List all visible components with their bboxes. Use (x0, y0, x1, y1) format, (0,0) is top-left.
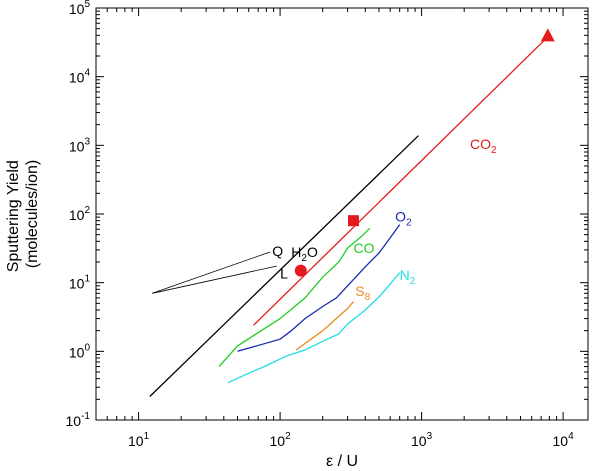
tick-labels: 101 102 103 104 10-1 100 101 102 103 104 105 (66, 0, 575, 449)
series-line-co2 (253, 34, 550, 326)
y-axis-title-line2: (molecules/ion) (24, 160, 41, 268)
y-tick-label: 104 (69, 68, 91, 86)
series-labels: H2O CO2 CO O2 S8 N2 (291, 136, 497, 303)
marker-square (347, 215, 359, 227)
y-tick-label: 105 (69, 0, 91, 17)
x-tick-label: 102 (270, 431, 292, 449)
y-tick-label: 101 (69, 274, 91, 292)
y-tick-label: 102 (69, 205, 91, 223)
x-axis-title: ε / U (326, 453, 358, 470)
marker-circle (294, 264, 307, 277)
x-tick-label: 103 (411, 431, 433, 449)
series-line-n2 (227, 272, 401, 384)
y-tick-label: 10-1 (66, 411, 91, 429)
slope-guide-label: L (280, 266, 288, 282)
series-line-s8 (295, 301, 354, 351)
x-tick-label: 101 (128, 431, 150, 449)
series-line-h2o (149, 135, 419, 397)
series-label-co2: CO2 (470, 136, 497, 156)
y-tick-label: 100 (69, 342, 91, 360)
series-label-h2o: H2O (291, 244, 318, 264)
marker-triangle (540, 28, 555, 42)
slope-guides: QL (152, 243, 288, 294)
series-line-o2 (237, 224, 401, 352)
y-tick-label: 103 (69, 136, 91, 154)
series-line-co (218, 227, 371, 368)
series-label-n2: N2 (400, 267, 416, 287)
series-label-o2: O2 (395, 208, 412, 228)
x-tick-label: 104 (553, 431, 575, 449)
series-label-s8: S8 (355, 283, 370, 303)
slope-guide-q (152, 251, 271, 294)
series-lines (149, 34, 550, 397)
slope-guide-label: Q (272, 243, 283, 259)
y-axis-title: Sputtering Yield (molecules/ion) (5, 156, 41, 273)
series-label-co: CO (353, 240, 374, 256)
axis-ticks (95, 7, 588, 421)
slope-guide-l (152, 265, 278, 294)
y-axis-title-line1: Sputtering Yield (5, 160, 22, 272)
data-markers (294, 28, 555, 277)
